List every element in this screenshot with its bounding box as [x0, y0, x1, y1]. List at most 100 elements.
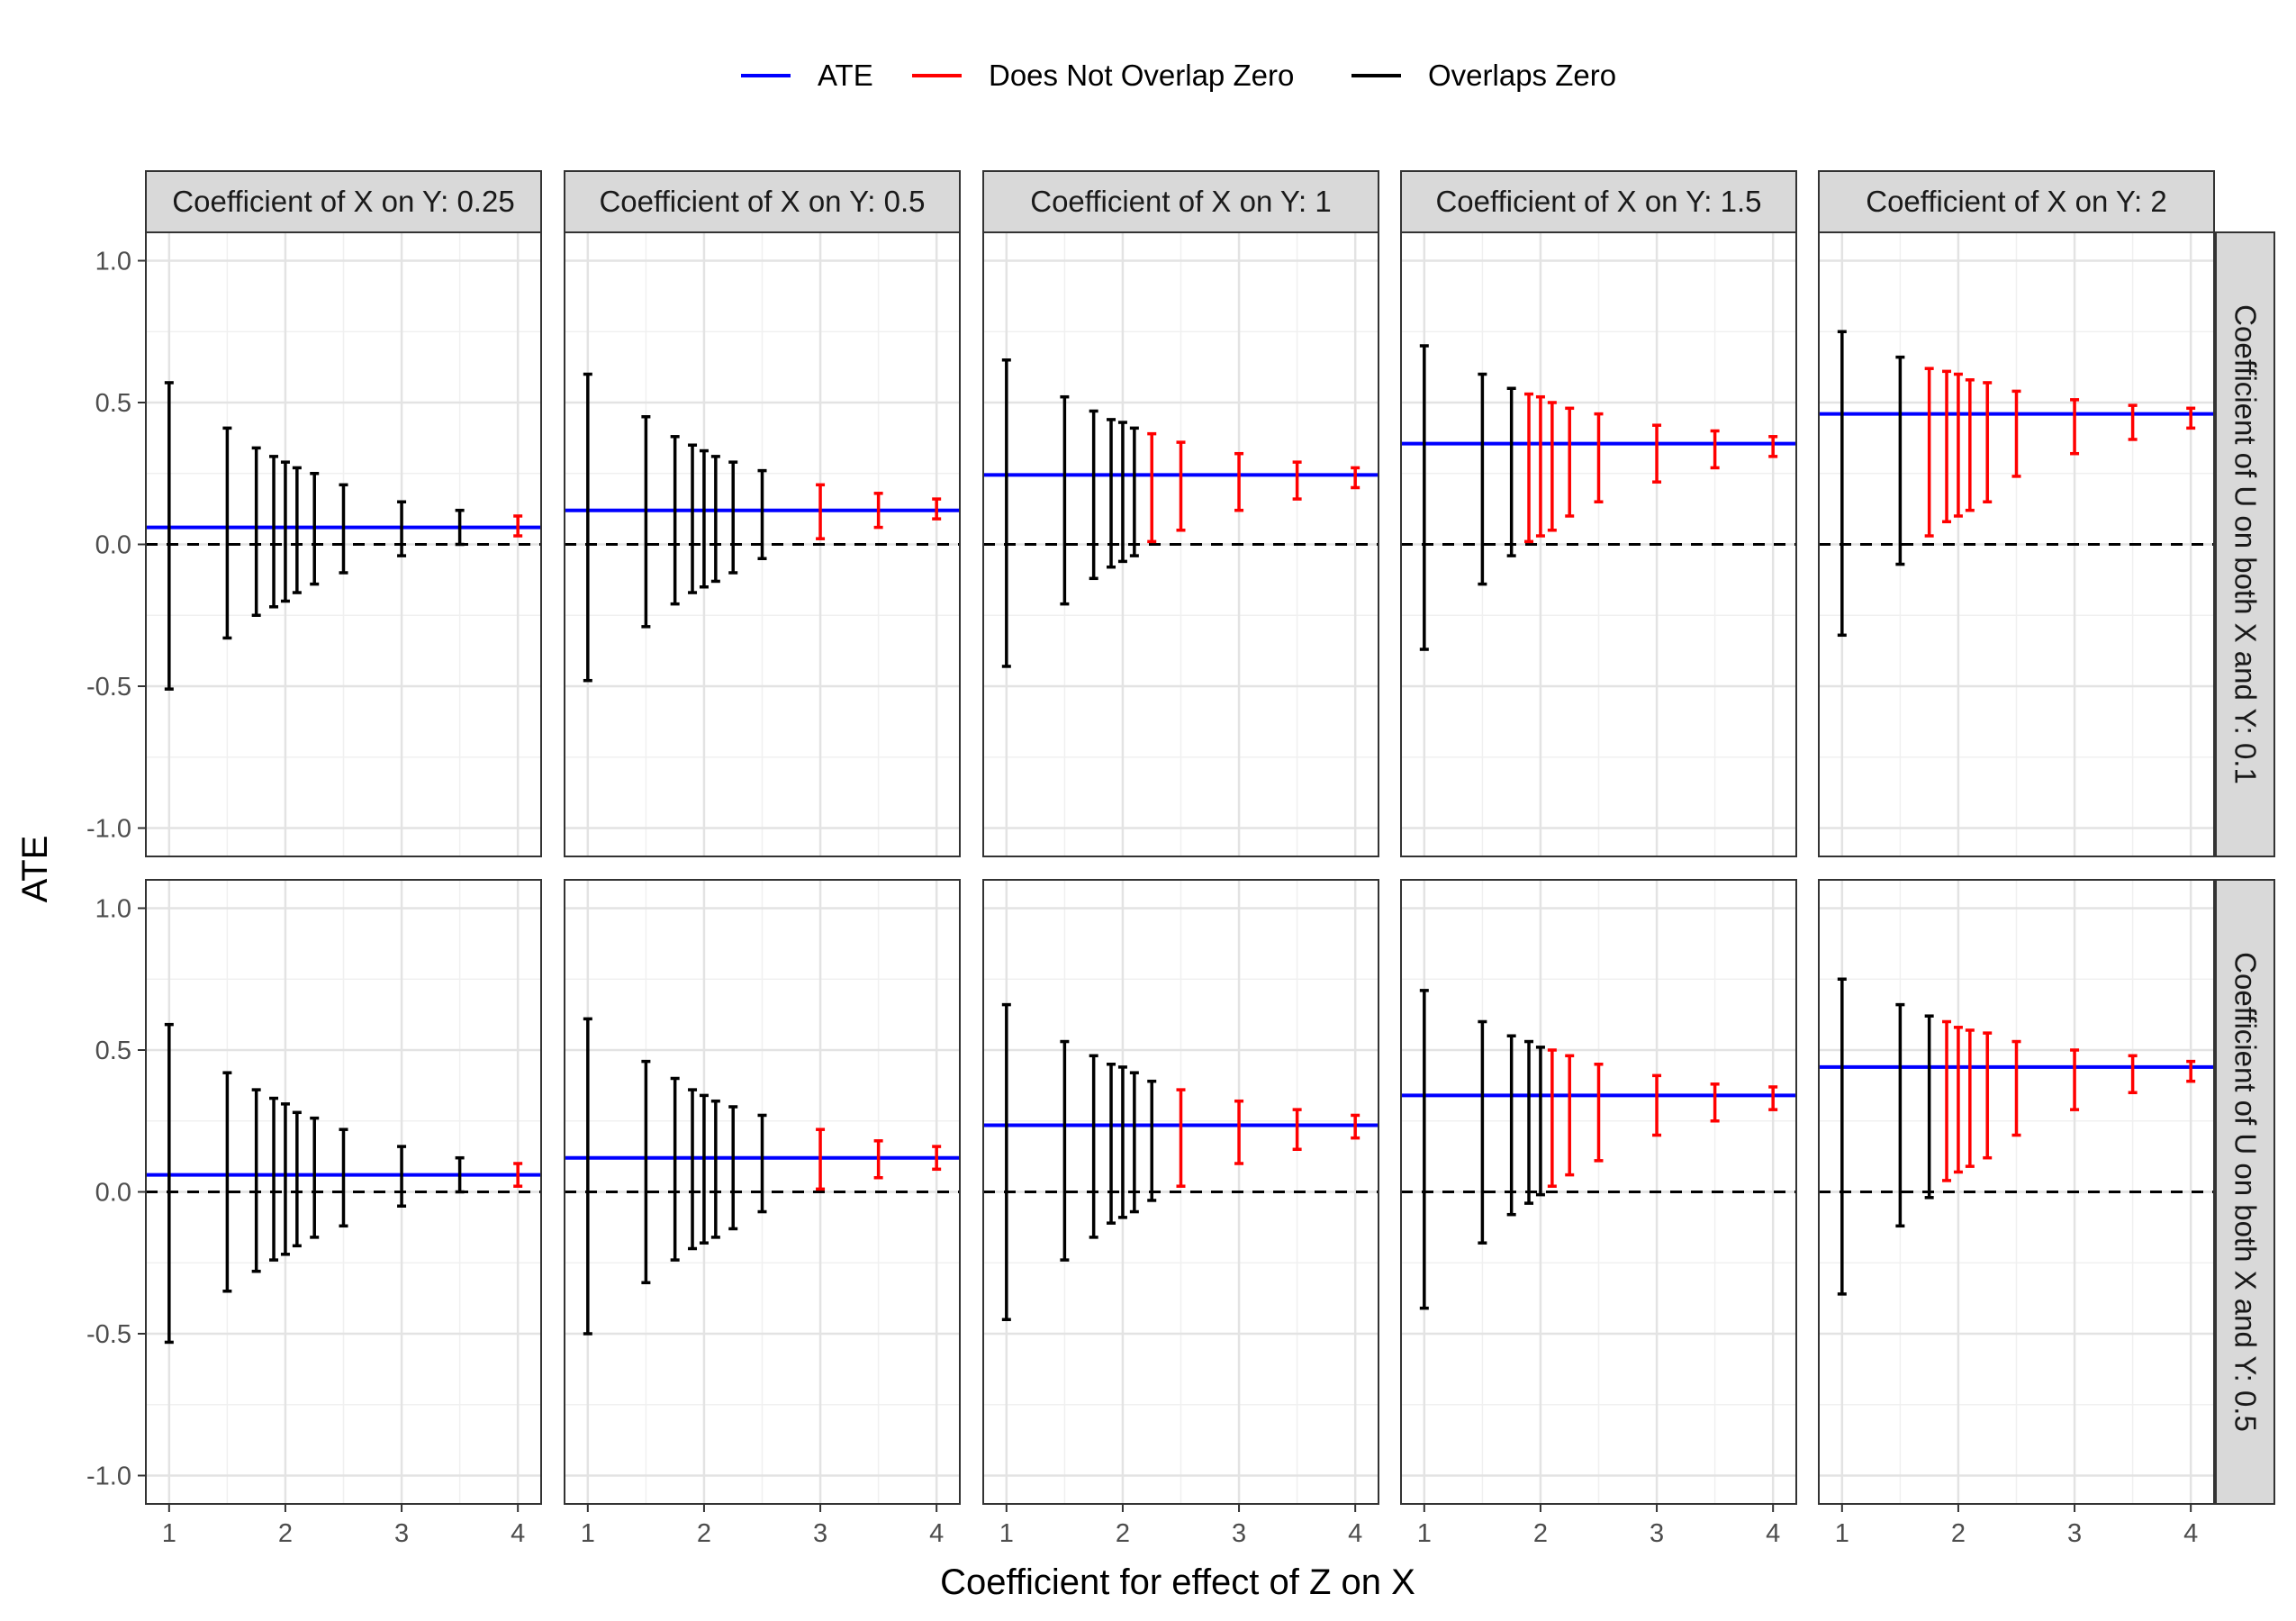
error-bar: [1147, 1079, 1157, 1202]
error-bar: [1942, 1019, 1952, 1182]
error-bar: [1710, 429, 1720, 470]
legend-entry-2: Overlaps Zero: [1351, 59, 1616, 92]
col-strip-3: Coefficient of X on Y: 1.5: [1400, 170, 1797, 233]
error-bar: [2070, 398, 2080, 456]
error-bar: [1292, 1108, 1302, 1151]
error-bar: [699, 1093, 709, 1245]
error-bar: [292, 466, 302, 594]
error-bar: [513, 514, 523, 538]
error-bar: [280, 1102, 290, 1256]
col-strip-background: [982, 170, 1379, 233]
error-bar: [1924, 367, 1934, 538]
x-tick-label: 4: [1766, 1519, 1780, 1548]
y-tick-label: 0.0: [95, 1179, 131, 1208]
error-bar: [1710, 1082, 1720, 1123]
error-bar: [873, 1139, 883, 1180]
x-tick-label: 3: [2067, 1519, 2082, 1548]
col-strip-2: Coefficient of X on Y: 1: [982, 170, 1379, 233]
error-bar: [1107, 1063, 1116, 1225]
x-axis-label: Coefficient for effect of Z on X: [940, 1562, 1415, 1602]
error-bar: [1965, 1028, 1975, 1168]
panel-border: [982, 879, 1379, 1505]
col-strip-1: Coefficient of X on Y: 0.5: [564, 170, 961, 233]
error-bar: [1060, 394, 1070, 606]
y-tick-label: 1.0: [95, 895, 131, 924]
error-bar: [1652, 1073, 1662, 1137]
error-bar: [873, 492, 883, 530]
legend-label: Overlaps Zero: [1428, 59, 1616, 92]
error-bar: [1524, 1039, 1534, 1205]
error-bar: [1478, 1019, 1487, 1245]
x-tick-label: 1: [1417, 1519, 1432, 1548]
legend: ATE Does Not Overlap Zero Overlaps Zero: [741, 59, 1616, 92]
error-bar: [1001, 358, 1011, 668]
error-bar: [339, 1127, 348, 1228]
error-bar: [699, 448, 709, 589]
x-tick-label: 2: [697, 1519, 711, 1548]
error-bar: [1129, 426, 1139, 557]
error-bar: [641, 1059, 651, 1285]
col-strip-background: [145, 170, 542, 233]
error-bar: [1419, 344, 1429, 651]
x-tick-label: 3: [813, 1519, 827, 1548]
axes: -1.0 -0.5 0.0 0.5 1.0 -1.0 -0.5 0.0 0.5 1.0 1 2 3 4 1 2…: [86, 248, 2198, 1549]
row-strip-background: [2215, 879, 2275, 1505]
error-bar: [1768, 435, 1778, 458]
error-bar: [1478, 372, 1487, 586]
x-tick-label: 3: [1232, 1519, 1246, 1548]
y-axis-label: ATE: [15, 836, 55, 903]
x-tick-label: 3: [1650, 1519, 1664, 1548]
x-tick-label: 2: [1533, 1519, 1548, 1548]
error-bar: [1768, 1085, 1778, 1111]
error-bar: [222, 1071, 232, 1293]
error-bar: [280, 460, 290, 603]
col-strip-label: Coefficient of X on Y: 1: [1030, 185, 1332, 218]
x-tick-label: 3: [394, 1519, 409, 1548]
error-bar: [1983, 381, 1993, 503]
error-bar: [670, 1076, 680, 1262]
panel-data-r0-c2: [983, 358, 1379, 668]
error-bar: [164, 381, 174, 691]
error-bar: [688, 443, 698, 594]
error-bar: [1837, 330, 1847, 638]
error-bar: [1292, 460, 1302, 501]
y-tick-label: 0.5: [95, 1037, 131, 1065]
error-bar: [816, 1127, 826, 1191]
error-bar: [1001, 1002, 1011, 1321]
col-strip-label: Coefficient of X on Y: 0.5: [599, 185, 925, 218]
error-bar: [1176, 440, 1186, 532]
error-bar: [1506, 1034, 1516, 1217]
error-bar: [1351, 466, 1360, 490]
row-strip-label: Coefficient of U on both X and Y: 0.5: [2229, 952, 2263, 1432]
col-strip-label: Coefficient of X on Y: 2: [1866, 185, 2167, 218]
panel-data-r1-c4: [1819, 977, 2214, 1296]
x-tick-label: 4: [2183, 1519, 2198, 1548]
legend-label: ATE: [818, 59, 873, 92]
error-bar: [164, 1022, 174, 1345]
error-bar: [757, 468, 767, 560]
error-bar: [1594, 412, 1604, 503]
error-bar: [1117, 421, 1127, 564]
error-bar: [816, 483, 826, 540]
error-bar: [1234, 451, 1244, 512]
col-strip-4: Coefficient of X on Y: 2: [1818, 170, 2215, 233]
row-strip-0: Coefficient of U on both X and Y: 0.1: [2215, 231, 2275, 857]
error-bar: [1535, 394, 1545, 538]
panel-data-r0-c3: [1401, 344, 1796, 651]
error-bar: [932, 1145, 942, 1172]
error-bar: [1351, 1113, 1360, 1140]
panel-data-r1-c3: [1401, 989, 1796, 1310]
error-bar: [251, 446, 261, 617]
error-bar: [339, 483, 348, 575]
error-bar: [1129, 1071, 1139, 1214]
error-bar: [1547, 1048, 1557, 1188]
error-bar: [583, 1017, 592, 1336]
error-bar: [1652, 423, 1662, 484]
x-tick-label: 4: [929, 1519, 944, 1548]
panel-border: [1400, 879, 1797, 1505]
y-tick-label: 0.5: [95, 389, 131, 418]
y-tick-label: -1.0: [86, 1463, 131, 1491]
error-bar: [2186, 1059, 2196, 1083]
error-bar: [292, 1110, 302, 1248]
error-bar: [1176, 1088, 1186, 1188]
